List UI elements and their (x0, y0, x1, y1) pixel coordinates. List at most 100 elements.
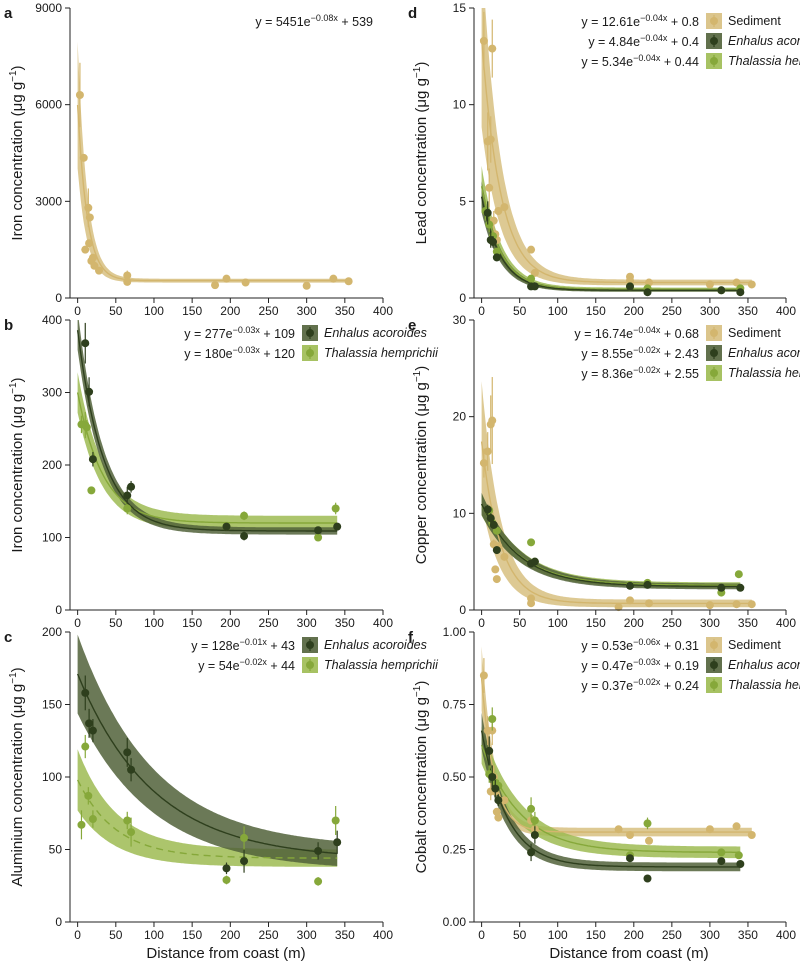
panel-letter-b: b (4, 317, 13, 334)
panel-letter-f: f (408, 629, 414, 646)
y-axis-title-e: Copper concentration (μg g−1) (412, 366, 430, 565)
data-point-sediment (329, 274, 338, 283)
y-tick-label: 0.50 (443, 770, 467, 784)
data-point-enhalus-acoroides (240, 532, 249, 541)
x-tick-label: 350 (738, 304, 758, 318)
y-tick-label: 150 (42, 698, 62, 712)
data-point-sediment (486, 135, 495, 144)
data-point-enhalus-acoroides (492, 253, 501, 262)
data-point-thalassia-hemprichii (82, 423, 91, 432)
data-point-enhalus-acoroides (485, 746, 494, 755)
x-tick-label: 400 (373, 928, 393, 942)
y-axis-title-b: Iron concentration (μg g−1) (8, 377, 26, 552)
y-tick-label: 50 (49, 843, 63, 857)
x-tick-label: 50 (513, 616, 527, 630)
y-tick-label: 10 (453, 506, 467, 520)
data-point-sediment (211, 281, 220, 290)
equation-2: y = 180e−0.03x + 120 (184, 345, 295, 361)
data-point-thalassia-hemprichii (734, 851, 743, 860)
data-point-thalassia-hemprichii (717, 848, 726, 857)
data-point-enhalus-acoroides (527, 848, 536, 857)
x-tick-label: 100 (144, 304, 164, 318)
y-axis-title-a: Iron concentration (μg g−1) (8, 65, 26, 240)
data-point-enhalus-acoroides (494, 796, 503, 805)
data-point-sediment (75, 91, 84, 99)
legend-marker-thalassia-hemprichii (710, 681, 718, 689)
legend-marker-sediment (710, 17, 718, 25)
data-point-sediment (747, 280, 756, 289)
plot-area-e (480, 381, 752, 608)
data-point-enhalus-acoroides (530, 831, 539, 839)
y-tick-label: 0.00 (443, 915, 467, 929)
ci-band-sediment (77, 41, 349, 283)
data-point-enhalus-acoroides (736, 288, 745, 297)
y-tick-label: 0 (459, 291, 466, 305)
data-point-enhalus-acoroides (626, 581, 634, 590)
x-tick-label: 350 (335, 616, 355, 630)
x-tick-label: 150 (586, 928, 606, 942)
x-tick-label: 350 (738, 928, 758, 942)
data-point-sediment (705, 601, 714, 610)
data-point-sediment (494, 813, 503, 822)
equation-1: y = 0.53e−0.06x + 0.31 (581, 637, 699, 653)
legend-label-enhalus-acoroides: Enhalus acoroides (324, 326, 427, 340)
data-point-thalassia-hemprichii (527, 538, 536, 547)
y-axis-title-c: Aluminium concentration (μg g−1) (8, 667, 26, 886)
data-point-sediment (626, 596, 634, 605)
panel-a: 0 3000 6000 9000 0 50 100 150 200 250 300 350 400 Iro… (4, 1, 393, 318)
data-point-thalassia-hemprichii (222, 875, 231, 884)
data-point-enhalus-acoroides (626, 854, 634, 863)
data-point-thalassia-hemprichii (492, 247, 501, 256)
data-point-thalassia-hemprichii (314, 533, 323, 542)
ci-band-sediment (481, 381, 752, 608)
x-tick-label: 100 (548, 616, 568, 630)
data-point-enhalus-acoroides (127, 765, 136, 774)
data-point-enhalus-acoroides (123, 491, 132, 500)
legend-label-enhalus-acoroides: Enhalus acoroides (728, 658, 800, 672)
y-axis-title-f: Cobalt concentration (μg g−1) (412, 681, 430, 874)
data-point-sediment (302, 281, 311, 290)
equation-3: y = 0.37e−0.02x + 0.24 (581, 677, 699, 693)
data-point-enhalus-acoroides (643, 874, 652, 883)
fit-line-sediment (480, 441, 751, 605)
x-tick-label: 250 (258, 616, 278, 630)
data-point-thalassia-hemprichii (485, 220, 494, 229)
data-point-enhalus-acoroides (333, 522, 342, 531)
data-point-sediment (645, 599, 654, 608)
data-point-thalassia-hemprichii (87, 486, 96, 495)
data-point-thalassia-hemprichii (314, 877, 323, 886)
data-point-sediment (527, 245, 536, 254)
legend-marker-sediment (710, 641, 718, 649)
data-point-thalassia-hemprichii (77, 820, 86, 829)
data-point-enhalus-acoroides (483, 208, 492, 217)
fit-line-thalassia-hemprichii (480, 744, 741, 853)
fit-line-enhalus-acoroides (76, 330, 338, 532)
legend-label-enhalus-acoroides: Enhalus acoroides (324, 638, 427, 652)
x-tick-label: 200 (220, 928, 240, 942)
data-point-sediment (88, 253, 97, 262)
ci-band-thalassia-hemprichii (77, 749, 338, 867)
x-tick-label: 200 (220, 304, 240, 318)
equation-1: y = 16.74e−0.04x + 0.68 (574, 325, 699, 341)
data-point-thalassia-hemprichii (734, 570, 743, 579)
legend-marker-sediment (710, 329, 718, 337)
x-tick-label: 50 (109, 616, 123, 630)
y-tick-label: 0 (459, 603, 466, 617)
data-point-thalassia-hemprichii (88, 815, 97, 824)
data-point-thalassia-hemprichii (527, 804, 536, 813)
legend-label-sediment: Sediment (728, 638, 781, 652)
fit-line-thalassia-hemprichii (76, 779, 338, 859)
legend-marker-enhalus-acoroides (710, 37, 718, 45)
equation-1: y = 12.61e−0.04x + 0.8 (581, 13, 699, 29)
data-point-enhalus-acoroides (85, 719, 94, 728)
x-axis-title-left: Distance from coast (m) (146, 945, 305, 962)
data-point-thalassia-hemprichii (127, 828, 136, 837)
x-tick-label: 100 (548, 928, 568, 942)
data-point-enhalus-acoroides (314, 846, 323, 855)
panel-f: 0.00 0.25 0.50 0.75 1.00 0 50 100 150 200 250 300 35… (408, 625, 800, 942)
y-axis-title-d: Lead concentration (μg g−1) (412, 62, 430, 245)
x-tick-label: 50 (513, 928, 527, 942)
panel-b: 0 100 200 300 400 0 50 100 150 200 250 300 350 400 Iro… (4, 313, 439, 630)
data-point-thalassia-hemprichii (84, 791, 93, 800)
